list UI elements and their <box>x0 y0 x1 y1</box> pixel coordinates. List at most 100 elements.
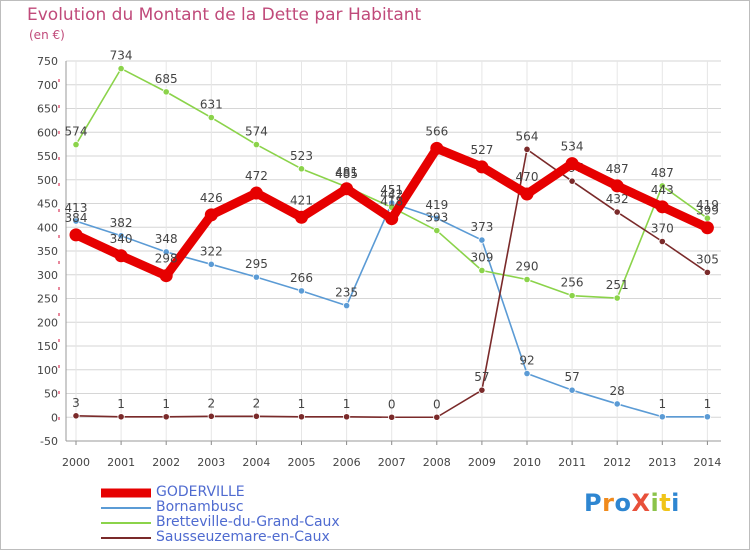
data-label: 298 <box>155 252 178 266</box>
legend-label: Bornambusc <box>156 499 244 515</box>
data-label: 481 <box>335 165 358 179</box>
x-tick-label: 2005 <box>288 456 316 469</box>
data-label: 305 <box>696 252 719 266</box>
data-point <box>613 400 621 408</box>
data-label: 384 <box>65 211 88 225</box>
data-label: 235 <box>335 286 358 300</box>
y-tick-label: 600 <box>37 126 58 139</box>
data-label: 370 <box>651 222 674 236</box>
x-tick-label: 2006 <box>333 456 361 469</box>
x-tick-label: 2004 <box>242 456 270 469</box>
data-point <box>523 369 531 378</box>
x-tick-label: 2014 <box>693 456 721 469</box>
data-point <box>252 273 260 281</box>
data-point <box>252 412 260 420</box>
data-point <box>568 292 576 300</box>
data-label: 419 <box>696 198 719 212</box>
logo-letter: o <box>614 489 632 517</box>
data-point <box>249 186 263 200</box>
legend-label: Sausseuzemare-en-Caux <box>156 529 330 545</box>
data-point <box>388 413 396 421</box>
data-point <box>523 145 531 153</box>
y-tick-label: -50 <box>40 435 58 448</box>
legend-item: Sausseuzemare-en-Caux <box>101 530 340 545</box>
y-tick-label: 50 <box>44 388 58 401</box>
data-label: 1 <box>117 397 125 411</box>
x-tick-label: 2002 <box>152 456 180 469</box>
data-point <box>478 266 486 275</box>
series-sausseuzemare-en-caux: 31122110057564497432370305 <box>72 129 719 421</box>
data-point <box>703 268 712 276</box>
data-label: 485 <box>335 167 358 181</box>
data-label: 266 <box>290 271 313 285</box>
data-label: 421 <box>290 193 313 207</box>
data-point <box>117 232 125 240</box>
data-point <box>658 413 666 421</box>
data-label: 0 <box>388 397 396 411</box>
data-label: 418 <box>380 195 403 209</box>
data-label: 290 <box>516 260 539 274</box>
data-point <box>340 182 354 196</box>
x-tick-label: 2007 <box>378 456 406 469</box>
proxiti-logo: ProXiti <box>584 489 680 517</box>
data-label: 564 <box>516 129 539 143</box>
x-tick-label: 2009 <box>468 456 496 469</box>
data-label: 487 <box>651 166 674 180</box>
data-point <box>72 217 80 225</box>
data-point <box>297 287 306 295</box>
data-label: 28 <box>610 384 625 398</box>
data-point <box>433 413 441 421</box>
data-label: 0 <box>433 397 441 411</box>
legend-label: Bretteville-du-Grand-Caux <box>156 514 340 530</box>
data-point <box>655 200 669 214</box>
data-point <box>207 260 215 268</box>
data-point <box>207 113 215 122</box>
data-point <box>162 248 170 256</box>
y-tick-label: 650 <box>37 103 58 116</box>
data-label: 734 <box>110 49 133 63</box>
data-point <box>613 294 621 302</box>
logo-letter: i <box>650 489 660 517</box>
x-tick-label: 2003 <box>197 456 225 469</box>
y-tick-label: 450 <box>37 198 58 211</box>
data-label: 57 <box>474 370 489 384</box>
chart-title: Evolution du Montant de la Dette par Hab… <box>27 5 422 25</box>
data-label: 1 <box>162 397 170 411</box>
legend-swatch <box>101 536 151 539</box>
data-label: 534 <box>561 140 584 154</box>
data-point <box>159 269 173 283</box>
data-label: 295 <box>245 257 268 271</box>
data-point <box>385 212 399 226</box>
data-label: 631 <box>200 98 223 112</box>
data-point <box>72 141 80 149</box>
y-tick-label: 500 <box>37 174 58 187</box>
data-label: 340 <box>110 232 133 246</box>
data-point <box>658 182 666 190</box>
data-point <box>433 226 441 235</box>
legend-item: Bornambusc <box>101 500 340 515</box>
data-point <box>430 141 444 155</box>
data-label: 251 <box>606 278 629 292</box>
data-label: 1 <box>658 397 666 411</box>
x-tick-label: 2001 <box>107 456 135 469</box>
data-point <box>478 236 486 244</box>
data-label: 442 <box>380 187 403 201</box>
x-tick-label: 2012 <box>603 456 631 469</box>
logo-letter: X <box>631 489 651 517</box>
x-tick-label: 2013 <box>648 456 676 469</box>
logo-letter: P <box>584 489 603 517</box>
data-label: 443 <box>651 183 674 197</box>
data-label: 1 <box>704 397 712 411</box>
data-label: 523 <box>290 149 313 163</box>
legend-item: Bretteville-du-Grand-Caux <box>101 515 340 530</box>
data-label: 348 <box>155 232 178 246</box>
data-label: 256 <box>561 276 584 290</box>
data-label: 487 <box>606 162 629 176</box>
x-tick-label: 2011 <box>558 456 586 469</box>
y-tick-label: 250 <box>37 293 58 306</box>
data-point <box>162 88 170 96</box>
data-label: 472 <box>245 169 268 183</box>
logo-letter: t <box>659 489 672 517</box>
